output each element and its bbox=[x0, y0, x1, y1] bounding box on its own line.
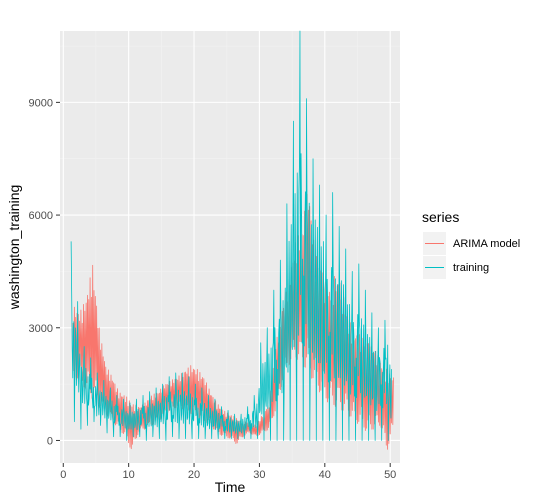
y-tick-label: 3000 bbox=[29, 323, 53, 335]
legend-title: series bbox=[422, 209, 459, 225]
y-tick-label: 6000 bbox=[29, 210, 53, 222]
x-tick-label: 40 bbox=[319, 469, 331, 481]
x-tick-label: 20 bbox=[188, 469, 200, 481]
x-ticks: 0 10 20 30 40 50 bbox=[60, 463, 396, 481]
grid-major bbox=[60, 31, 400, 463]
legend: series ARIMA model training bbox=[422, 209, 520, 279]
y-tick-label: 9000 bbox=[29, 97, 53, 109]
x-tick-label: 10 bbox=[123, 469, 135, 481]
y-ticks: 0 3000 6000 9000 bbox=[29, 97, 60, 447]
series-lines bbox=[70, 30, 394, 450]
legend-label-arima: ARIMA model bbox=[453, 238, 520, 250]
x-tick-label: 0 bbox=[60, 469, 66, 481]
x-axis-title: Time bbox=[215, 479, 246, 495]
x-tick-label: 30 bbox=[253, 469, 265, 481]
legend-label-training: training bbox=[453, 262, 489, 274]
x-tick-label: 50 bbox=[384, 469, 396, 481]
grid-minor bbox=[60, 31, 400, 463]
y-axis-title: washington_training bbox=[6, 185, 22, 311]
y-tick-label: 0 bbox=[47, 435, 53, 447]
series-line-training bbox=[70, 30, 392, 441]
